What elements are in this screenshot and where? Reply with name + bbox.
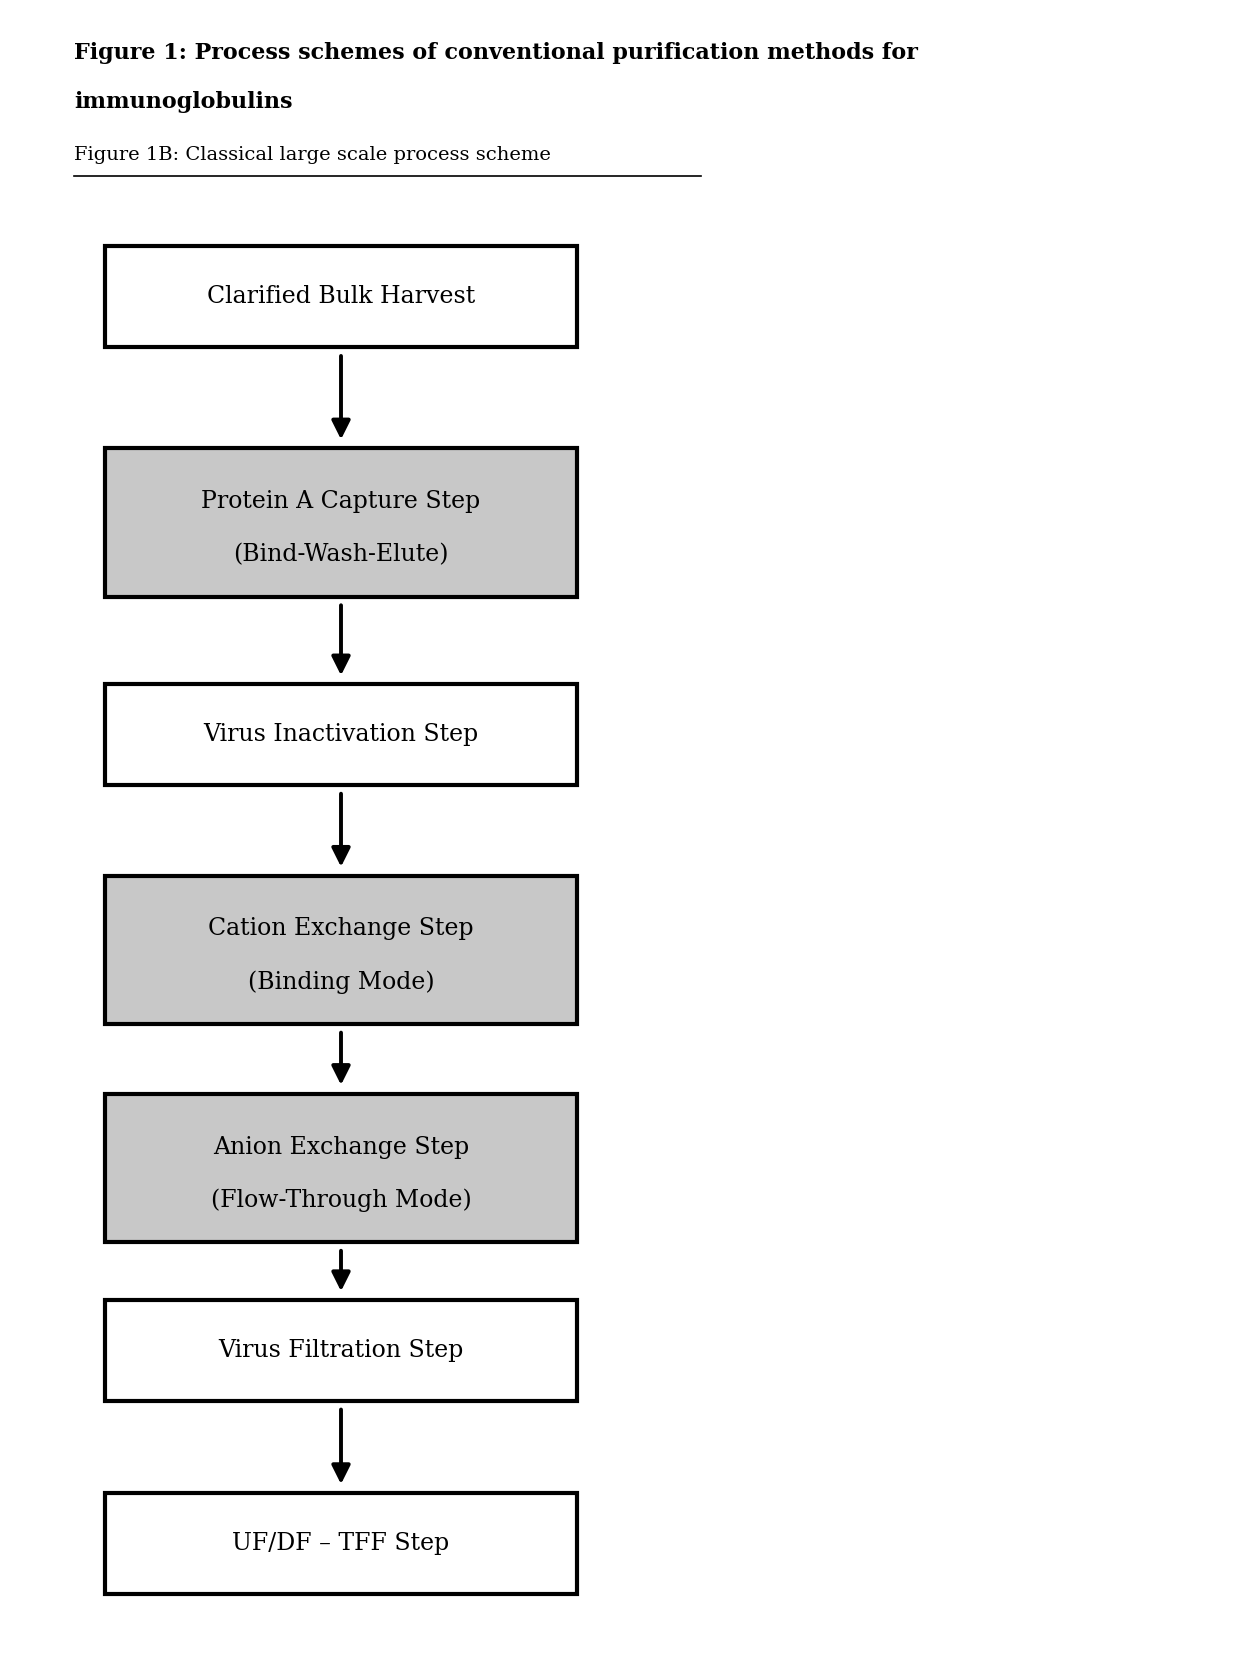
Text: Protein A Capture Step: Protein A Capture Step [201,490,481,514]
Text: (Bind-Wash-Elute): (Bind-Wash-Elute) [233,543,449,567]
Text: Figure 1: Process schemes of conventional purification methods for: Figure 1: Process schemes of conventiona… [74,42,919,63]
Bar [105,685,577,784]
Text: Anion Exchange Step: Anion Exchange Step [213,1135,469,1158]
Text: UF/DF – TFF Step: UF/DF – TFF Step [232,1532,450,1554]
Bar [105,449,577,597]
Text: Figure 1B: Classical large scale process scheme: Figure 1B: Classical large scale process… [74,146,552,165]
Text: Clarified Bulk Harvest: Clarified Bulk Harvest [207,286,475,307]
Text: Virus Inactivation Step: Virus Inactivation Step [203,723,479,746]
Bar [105,1300,577,1401]
Text: Virus Filtration Step: Virus Filtration Step [218,1340,464,1361]
Text: (Flow-Through Mode): (Flow-Through Mode) [211,1188,471,1212]
Text: (Binding Mode): (Binding Mode) [248,971,434,994]
Text: Cation Exchange Step: Cation Exchange Step [208,917,474,941]
Text: immunoglobulins: immunoglobulins [74,91,293,113]
Bar [105,1094,577,1242]
Bar [105,876,577,1024]
Bar [105,1492,577,1594]
Bar [105,246,577,347]
